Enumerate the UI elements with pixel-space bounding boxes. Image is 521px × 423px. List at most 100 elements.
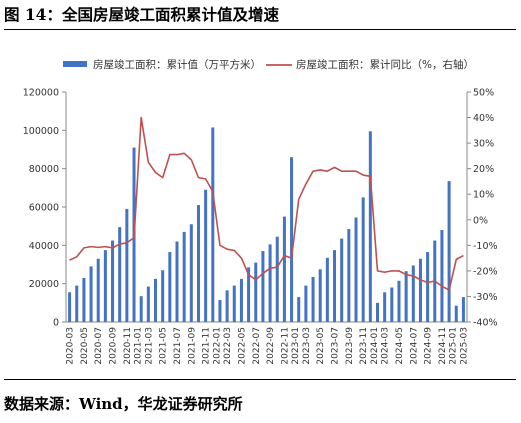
yoy-growth-line — [69, 116, 464, 291]
left-tick-label: 120000 — [23, 88, 59, 99]
right-tick-label: 30% — [473, 139, 494, 150]
x-tick-label: 2022-03 — [223, 327, 233, 365]
page-title: 图 14：全国房屋竣工面积累计值及增速 — [4, 5, 279, 24]
bar — [333, 250, 337, 323]
bar — [461, 297, 465, 322]
bar — [354, 217, 358, 322]
bar — [347, 229, 351, 322]
bar — [375, 302, 379, 322]
x-tick-label: 2024-01 — [370, 327, 380, 365]
x-tick-label: 2023-05 — [316, 327, 326, 365]
legend-line-label: 房屋竣工面积：累计同比（%，右轴） — [296, 58, 474, 71]
x-tick-label: 2021-03 — [144, 327, 154, 365]
right-tick-label: 40% — [473, 113, 494, 124]
bar — [154, 278, 158, 323]
bar — [290, 157, 294, 322]
bar — [318, 269, 322, 322]
x-tick-label: 2021-11 — [202, 327, 212, 365]
left-tick-label: 20000 — [29, 279, 59, 290]
bar — [204, 189, 208, 322]
x-tick-label: 2020-11 — [123, 327, 133, 365]
x-tick-label: 2022-05 — [237, 327, 247, 365]
bar — [304, 285, 308, 322]
chart-legend: 房屋竣工面积：累计值（万平方米） 房屋竣工面积：累计同比（%，右轴） — [63, 58, 474, 71]
bar — [175, 241, 179, 322]
bar — [225, 290, 229, 323]
legend-bar-swatch — [63, 61, 87, 67]
bar — [297, 297, 301, 322]
bar — [75, 285, 79, 322]
source-note: 数据来源：Wind，华龙证券研究所 — [4, 395, 243, 413]
x-tick-label: 2023-01 — [291, 327, 301, 365]
x-tick-label: 2020-05 — [80, 327, 90, 365]
bar — [340, 238, 344, 323]
x-tick-label: 2020-07 — [94, 327, 104, 365]
x-tick-label: 2023-11 — [359, 327, 369, 365]
x-tick-label: 2024-03 — [381, 327, 391, 365]
bar — [418, 258, 422, 322]
right-tick-label: 20% — [473, 164, 494, 175]
bar — [397, 280, 401, 322]
x-tick-label: 2023-03 — [302, 327, 312, 365]
bar — [325, 257, 329, 322]
bar — [261, 251, 265, 322]
bar — [111, 240, 115, 322]
chart-axes — [62, 91, 471, 323]
bar — [182, 231, 186, 322]
x-tick-label: 2025-03 — [459, 327, 469, 365]
bar — [311, 276, 315, 322]
bar — [383, 292, 387, 322]
x-tick-label: 2023-07 — [331, 327, 341, 365]
bar — [411, 265, 415, 322]
right-tick-label: -10% — [473, 241, 498, 252]
right-tick-label: 0% — [473, 215, 488, 226]
left-tick-label: 40000 — [29, 241, 59, 252]
left-tick-label: 100000 — [23, 126, 59, 137]
x-tick-label: 2022-09 — [266, 327, 276, 365]
left-tick-label: 0 — [53, 318, 59, 329]
bar — [404, 271, 408, 322]
tick-labels: 0 20000 40000 60000 80000 100000 120000 -40% -30… — [23, 88, 498, 365]
x-tick-label: 2024-09 — [424, 327, 434, 365]
x-tick-label: 2024-05 — [395, 327, 405, 365]
bar — [68, 292, 72, 322]
bar — [103, 250, 107, 323]
line-series — [69, 116, 464, 291]
bar — [426, 252, 430, 322]
x-tick-label: 2020-03 — [66, 327, 76, 365]
x-tick-label: 2020-09 — [109, 327, 119, 365]
x-tick-label: 2021-05 — [159, 327, 169, 365]
title-divider — [4, 29, 516, 30]
completed-area-chart: 房屋竣工面积：累计值（万平方米） 房屋竣工面积：累计同比（%，右轴） 0 20000… — [23, 58, 498, 365]
bar — [125, 208, 129, 322]
bar — [96, 258, 100, 322]
x-tick-label: 2024-07 — [409, 327, 419, 365]
bar — [275, 236, 279, 322]
bar — [232, 285, 236, 322]
source-divider — [4, 379, 516, 380]
right-tick-label: 10% — [473, 190, 494, 201]
bar — [218, 299, 222, 322]
bar — [390, 287, 394, 322]
x-tick-label: 2024-11 — [438, 327, 448, 365]
bar-series — [68, 127, 465, 323]
left-tick-label: 60000 — [29, 203, 59, 214]
bar — [361, 197, 365, 322]
bar — [239, 278, 243, 323]
x-tick-label: 2022-11 — [280, 327, 290, 365]
bar — [139, 296, 143, 323]
bar — [282, 216, 286, 322]
right-tick-label: -40% — [473, 318, 498, 329]
bar — [89, 266, 93, 322]
bar — [447, 181, 451, 323]
bar — [368, 131, 372, 322]
x-tick-label: 2021-01 — [134, 327, 144, 365]
x-tick-label: 2025-01 — [449, 327, 459, 365]
bar — [211, 127, 215, 323]
bar — [247, 267, 251, 323]
x-tick-label: 2022-07 — [252, 327, 262, 365]
bar — [118, 227, 122, 323]
bar — [454, 305, 458, 322]
x-tick-label: 2021-07 — [173, 327, 183, 365]
left-tick-label: 80000 — [29, 164, 59, 175]
